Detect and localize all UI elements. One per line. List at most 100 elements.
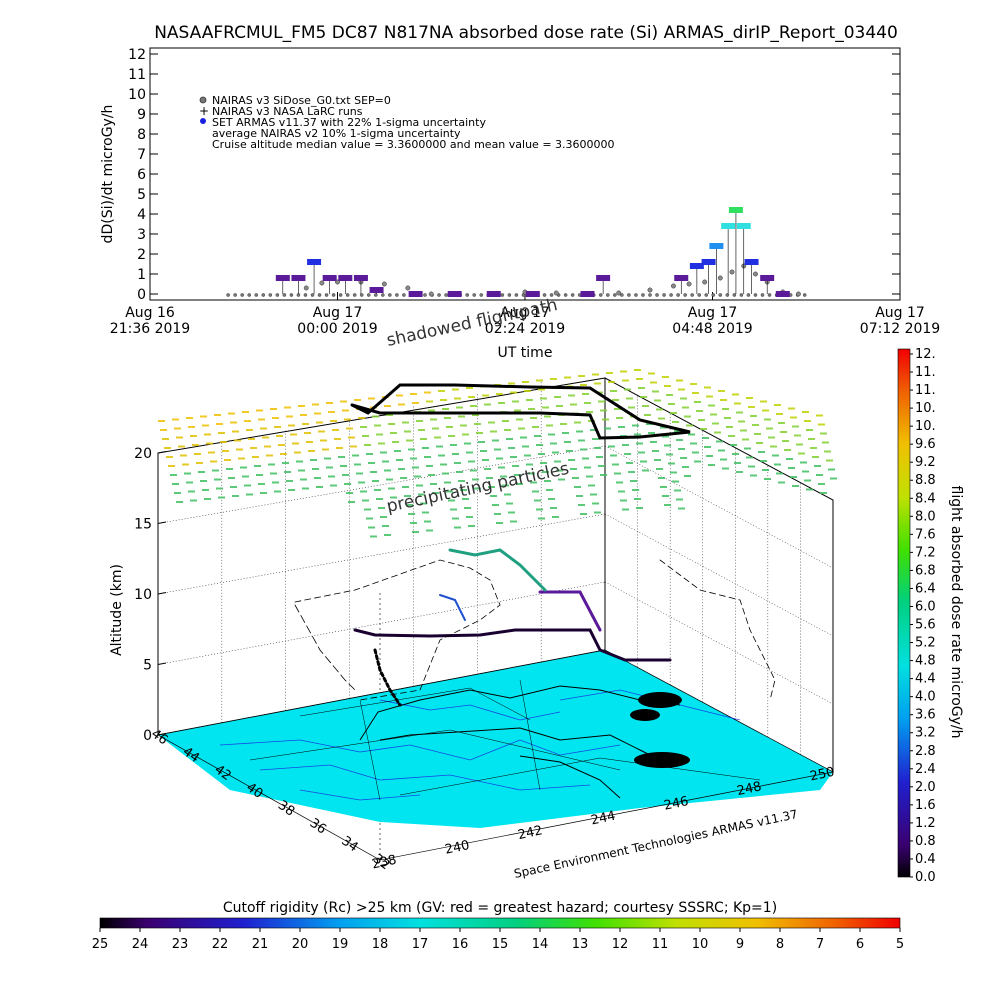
baseline-point	[359, 293, 364, 297]
precip-mark	[698, 419, 705, 421]
precip-mark	[594, 382, 601, 385]
precip-mark	[666, 453, 673, 456]
precip-mark	[776, 472, 783, 475]
baseline-point	[465, 293, 469, 297]
precip-mark	[244, 420, 251, 422]
precip-mark	[208, 451, 215, 454]
colorbar-right-tick-label: 0.4	[915, 852, 936, 867]
colorbar-bottom-tick-label: 19	[332, 937, 349, 952]
precip-mark	[608, 381, 615, 383]
top-y-tick-label: 3	[137, 227, 146, 243]
precip-mark	[674, 430, 681, 432]
precip-mark	[374, 489, 381, 491]
precip-mark	[616, 417, 623, 419]
precip-mark	[800, 461, 807, 464]
flight-track-3d	[294, 383, 776, 707]
precip-mark	[278, 444, 285, 446]
precip-mark	[664, 504, 671, 506]
precip-mark	[276, 435, 283, 437]
precip-mark	[502, 420, 509, 422]
precip-mark	[738, 420, 745, 423]
armas-point	[744, 259, 759, 265]
baseline-point	[240, 293, 244, 297]
top-y-tick-label: 11	[128, 67, 146, 83]
colorbar-bottom-tick-label: 17	[412, 937, 429, 952]
baseline-point	[345, 293, 350, 297]
precip-mark	[260, 427, 267, 430]
precip-mark	[310, 459, 317, 461]
precip-mark	[722, 408, 729, 410]
precip-mark	[302, 423, 309, 425]
z-tick-mark	[157, 592, 167, 595]
precip-mark	[734, 462, 741, 464]
precip-mark	[296, 460, 303, 463]
precip-mark	[820, 492, 827, 494]
precip-mark	[464, 507, 471, 509]
precip-mark	[416, 484, 423, 487]
precip-mark	[754, 433, 761, 435]
precip-mark	[366, 453, 373, 455]
baseline-point	[549, 293, 554, 297]
precip-mark	[722, 467, 729, 470]
precip-mark	[174, 427, 181, 430]
precip-mark	[466, 516, 473, 518]
precip-mark	[788, 407, 795, 410]
precip-mark	[484, 468, 491, 470]
top-x-tick-label-date: Aug 17	[688, 305, 738, 321]
z-tick-label: 20	[134, 446, 152, 462]
baseline-point	[233, 293, 237, 297]
precip-mark	[792, 425, 799, 428]
flight-track-top	[350, 383, 691, 440]
precip-mark	[488, 486, 495, 488]
legend-marker-sep	[199, 96, 207, 104]
precip-mark	[384, 405, 391, 407]
precip-mark	[638, 451, 645, 454]
precip-mark	[804, 420, 811, 422]
precip-mark	[176, 436, 183, 439]
precip-mark	[326, 402, 333, 404]
baseline-point	[275, 293, 280, 297]
precip-mark	[510, 520, 517, 523]
precip-mark	[202, 489, 209, 491]
precip-mark	[512, 400, 519, 403]
nairas-point	[428, 291, 434, 297]
colorbar-right-tick-label: 2.0	[915, 780, 936, 795]
precip-mark	[298, 469, 305, 472]
precip-mark	[404, 495, 411, 497]
precip-mark	[648, 432, 655, 434]
precip-mark	[778, 422, 785, 424]
precip-mark	[492, 439, 499, 442]
precip-mark	[446, 426, 453, 428]
precip-mark	[556, 405, 563, 407]
precip-mark	[478, 441, 485, 443]
precip-mark	[522, 445, 529, 448]
precip-mark	[270, 472, 277, 475]
precip-mark	[684, 475, 691, 477]
precip-mark	[412, 531, 419, 533]
armas-point	[291, 275, 306, 281]
top-legend: NAIRAS v3 SiDose_G0.txt SEP=0 + NAIRAS v…	[199, 94, 615, 151]
precip-mark	[636, 442, 643, 445]
precip-mark	[366, 517, 373, 520]
precip-mark	[380, 451, 387, 454]
colorbar-bottom-tick-label: 25	[92, 937, 109, 952]
precip-mark	[668, 462, 675, 465]
flight-track-left-loop	[294, 604, 356, 691]
precip-mark	[812, 456, 819, 458]
precip-mark	[618, 426, 625, 428]
baseline-point	[718, 293, 723, 297]
precip-mark	[726, 426, 733, 428]
precip-mark	[300, 414, 307, 416]
precip-mark	[784, 449, 791, 451]
precip-mark	[414, 475, 421, 478]
precip-mark	[504, 429, 511, 431]
nairas-point	[702, 279, 708, 285]
colorbar-bottom-tick-label: 8	[776, 937, 784, 952]
precip-mark	[328, 475, 335, 478]
nairas-point	[553, 290, 559, 296]
precip-mark	[582, 393, 589, 395]
precip-mark	[530, 417, 537, 419]
z-grid-line-right	[604, 513, 834, 637]
precip-mark	[660, 486, 667, 488]
precip-mark	[622, 508, 629, 511]
